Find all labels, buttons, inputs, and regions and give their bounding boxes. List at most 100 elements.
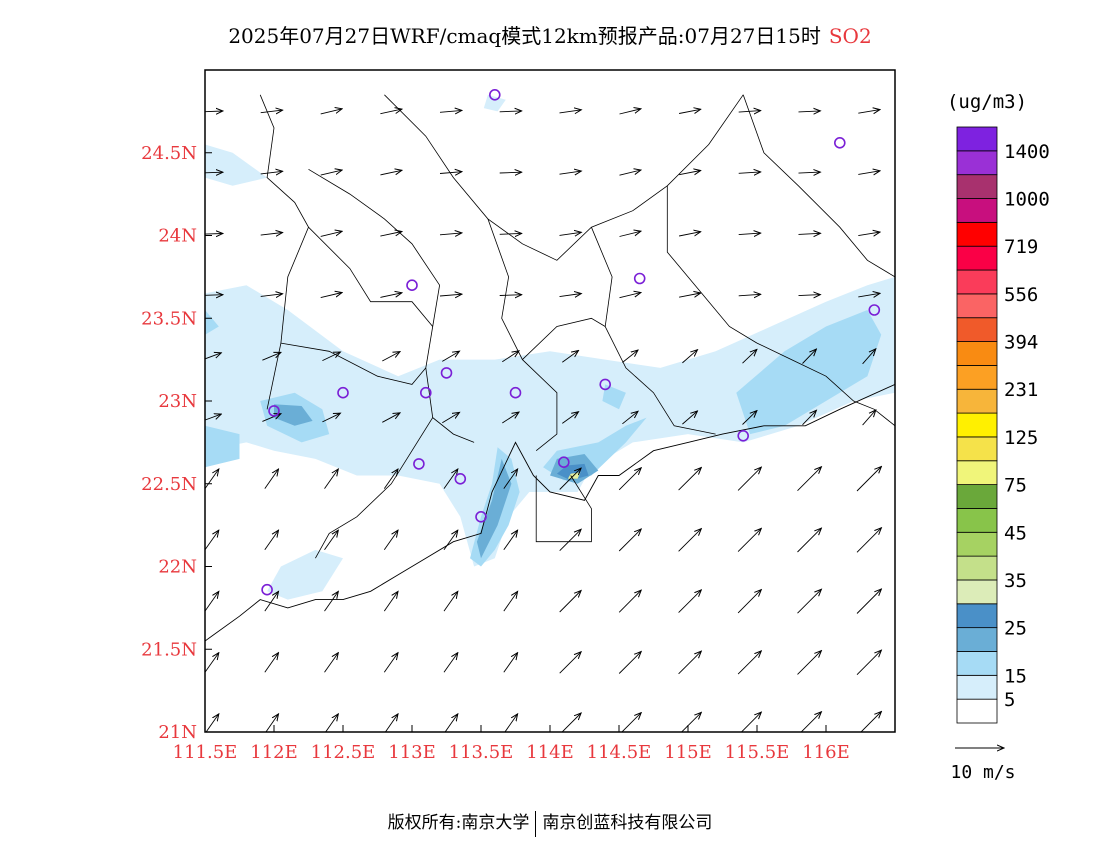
wind-arrow xyxy=(619,170,641,176)
contour-fill-25-35 xyxy=(476,458,512,559)
wind-arrow xyxy=(442,412,459,424)
wind-arrow xyxy=(383,469,398,489)
wind-arrow xyxy=(265,714,279,732)
wind-arrow xyxy=(264,469,279,489)
wind-arrow xyxy=(262,352,281,361)
wind-arrow xyxy=(384,714,398,732)
wind-arrow xyxy=(504,714,518,732)
wind-arrow xyxy=(260,294,283,297)
x-tick-label: 114E xyxy=(526,742,574,763)
colorbar-label: 25 xyxy=(1004,618,1027,640)
wind-arrow xyxy=(205,172,223,173)
hong-kong-boundary xyxy=(535,475,592,543)
wind-arrow xyxy=(324,591,339,612)
station-marker xyxy=(337,386,349,399)
wind-arrow xyxy=(737,590,761,614)
wind-arrow xyxy=(559,591,581,613)
wind-arrow xyxy=(797,589,822,614)
colorbar-segment xyxy=(956,364,998,390)
boundary-line xyxy=(315,417,434,559)
contour-fill-15-25 xyxy=(736,310,882,435)
boundary-line xyxy=(308,226,434,327)
wind-arrow xyxy=(439,172,462,174)
y-tick-label: 23.5N xyxy=(141,308,197,329)
wind-arrow xyxy=(322,413,340,423)
wind-arrow xyxy=(559,468,581,490)
wind-arrow xyxy=(443,591,458,612)
wind-arrow xyxy=(320,170,342,176)
wind-arrow xyxy=(678,529,702,552)
wind-arrow xyxy=(679,109,701,113)
wind-arrow xyxy=(443,530,458,551)
wind-arrow xyxy=(618,468,641,491)
colorbar-unit: (ug/m3) xyxy=(947,91,1027,113)
wind-arrow xyxy=(862,410,876,426)
x-tick-label: 113E xyxy=(388,742,436,763)
boundary-line xyxy=(666,185,758,344)
boundary-line xyxy=(259,94,309,410)
monitoring-stations xyxy=(261,89,881,596)
wind-arrow xyxy=(325,714,339,732)
colorbar-segment xyxy=(956,221,998,247)
colorbar-segment xyxy=(956,651,998,676)
wind-arrow xyxy=(205,469,219,489)
wind-arrow xyxy=(443,469,458,489)
wind-arrow xyxy=(562,412,578,424)
x-tick-label: 115.5E xyxy=(725,742,790,763)
wind-arrow xyxy=(503,469,518,489)
wind-arrow xyxy=(380,293,402,298)
colorbar-label: 719 xyxy=(1004,236,1038,258)
colorbar-segment xyxy=(956,269,998,295)
wind-arrow xyxy=(797,651,822,675)
y-tick-label: 22N xyxy=(158,557,197,578)
wind-arrow xyxy=(260,233,283,236)
wind-arrow xyxy=(802,349,817,364)
wind-arrow xyxy=(439,294,462,296)
colorbar-label: 15 xyxy=(1004,665,1027,687)
colorbar-label: 5 xyxy=(1004,689,1015,711)
wind-arrow xyxy=(858,293,880,297)
colorbar-segment xyxy=(956,484,998,509)
wind-reference-label: 10 m/s xyxy=(950,762,1015,783)
longitude-axis: 111.5E 112E 112.5E 113E 113.5E 114E 114.5E 115E… xyxy=(173,725,850,763)
wind-arrow xyxy=(737,651,761,675)
station-marker xyxy=(454,472,467,485)
colorbar-label: 125 xyxy=(1004,427,1038,449)
colorbar-segment xyxy=(956,341,998,366)
colorbar-label: 35 xyxy=(1004,570,1027,592)
wind-arrow xyxy=(619,293,641,299)
wind-arrow xyxy=(264,653,279,673)
boundary-line xyxy=(591,227,716,435)
wind-arrow xyxy=(618,652,641,674)
wind-arrow xyxy=(682,411,697,425)
wind-arrow xyxy=(264,591,279,612)
wind-arrow xyxy=(260,110,283,113)
wind-arrow xyxy=(802,410,817,426)
colorbar-segment xyxy=(956,436,998,462)
wind-arrow xyxy=(559,652,581,674)
wind-arrow xyxy=(858,232,880,236)
wind-arrow xyxy=(559,232,582,235)
station-marker xyxy=(475,510,487,523)
wind-arrow xyxy=(619,109,641,115)
wind-arrow xyxy=(320,293,342,299)
species-label: SO2 xyxy=(828,24,872,48)
copyright-left: 版权所有:南京大学 xyxy=(387,813,530,833)
x-tick-label: 115E xyxy=(664,742,712,763)
station-marker xyxy=(737,429,750,442)
colorbar-segment xyxy=(956,150,998,176)
wind-arrow xyxy=(622,411,638,425)
y-tick-label: 22.5N xyxy=(141,474,197,495)
contour-fill-5-15 xyxy=(267,549,343,600)
title-text: 2025年07月27日WRF/cmaq模式12km预报产品:07月27日15时 xyxy=(228,24,821,48)
footer-separator xyxy=(535,810,537,837)
wind-arrow xyxy=(499,295,522,296)
wind-arrow xyxy=(383,653,398,673)
contour-fill-15-25 xyxy=(205,310,219,335)
wind-arrow xyxy=(678,590,702,613)
boundary-line xyxy=(384,94,744,261)
wind-arrow xyxy=(503,591,518,612)
colorbar-segment xyxy=(956,317,998,342)
colorbar-segment xyxy=(956,555,998,581)
